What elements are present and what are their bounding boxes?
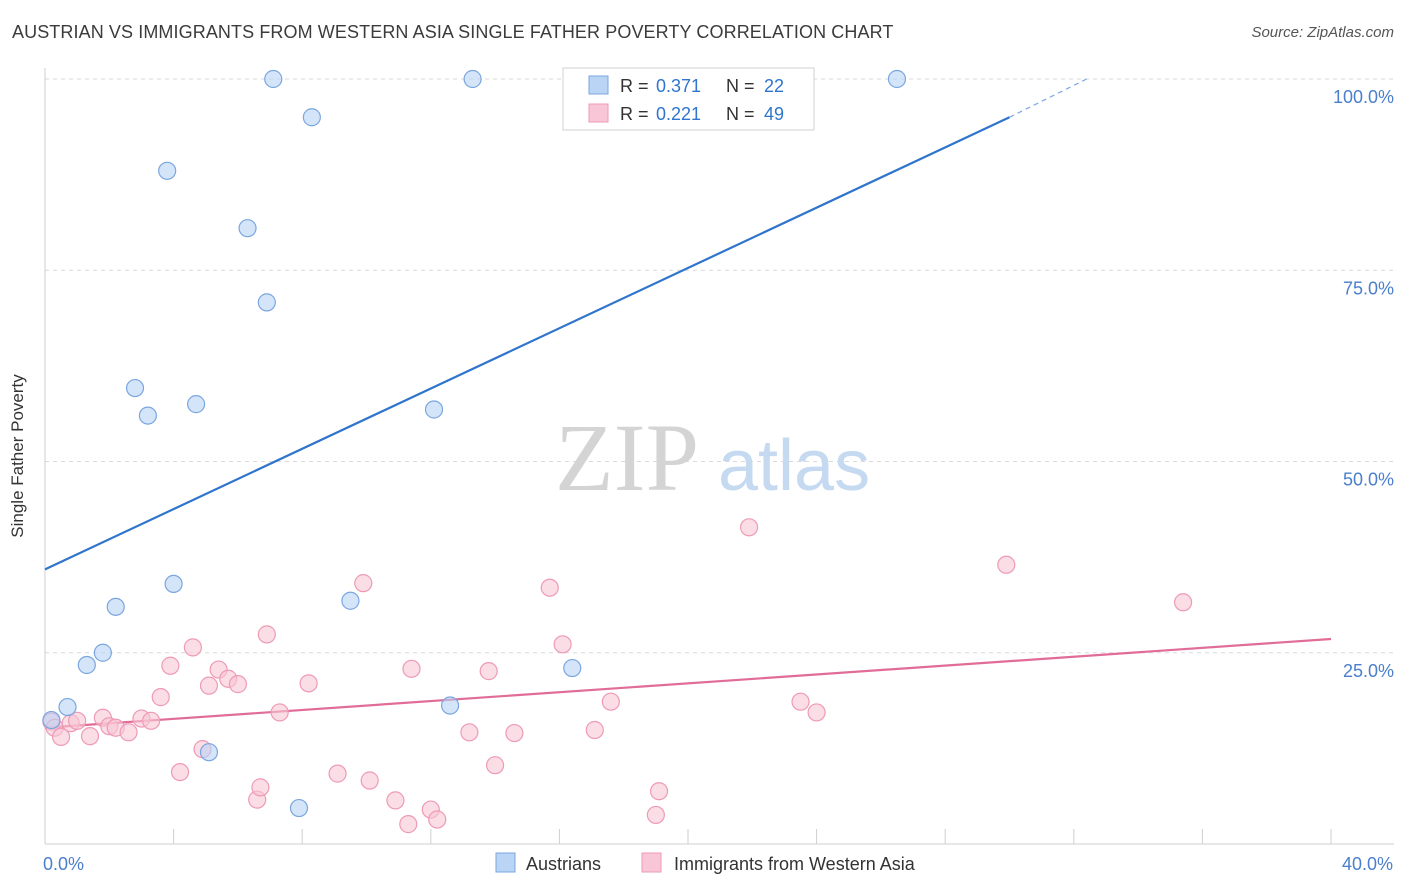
data-point-immigrants xyxy=(251,778,270,797)
series-legend-label-austrians: Austrians xyxy=(526,854,601,874)
legend-swatch-immigrants xyxy=(588,103,609,123)
data-point-immigrants xyxy=(601,692,620,711)
data-point-immigrants xyxy=(228,675,247,694)
data-point-immigrants xyxy=(428,810,447,829)
legend-n-label: N = xyxy=(726,104,755,124)
data-point-austrians xyxy=(58,697,77,717)
data-point-austrians xyxy=(302,108,321,127)
legend-r-label: R = xyxy=(620,104,649,124)
data-point-austrians xyxy=(164,574,183,594)
x-tick-labels: 0.0% 40.0% xyxy=(43,854,1393,874)
data-point-austrians xyxy=(199,743,219,762)
data-point-immigrants xyxy=(257,625,276,644)
legend-r-label: R = xyxy=(620,76,649,96)
watermark-zip: ZIP xyxy=(555,404,699,511)
y-tick-label: 75.0% xyxy=(1343,278,1394,298)
data-point-immigrants xyxy=(328,764,347,783)
data-point-immigrants xyxy=(183,638,202,657)
series-immigrants-points xyxy=(42,518,1193,834)
x-tick-label: 40.0% xyxy=(1342,854,1393,874)
trend-lines xyxy=(44,78,1332,729)
watermark-atlas: atlas xyxy=(718,426,870,506)
data-point-immigrants xyxy=(791,692,810,711)
data-point-austrians xyxy=(440,696,460,715)
data-point-austrians xyxy=(158,161,177,180)
data-point-immigrants xyxy=(270,703,289,722)
data-point-austrians xyxy=(563,658,582,678)
data-point-immigrants xyxy=(505,723,524,743)
data-point-immigrants xyxy=(360,771,379,790)
series-legend: Austrians Immigrants from Western Asia xyxy=(495,852,916,874)
trend-line-austrians-extension xyxy=(1009,78,1087,118)
data-point-immigrants xyxy=(739,518,759,537)
legend-n-value: 22 xyxy=(764,76,784,96)
x-tick-label: 0.0% xyxy=(43,854,84,874)
series-legend-swatch-immigrants xyxy=(641,852,662,873)
data-point-immigrants xyxy=(199,676,219,695)
data-point-immigrants xyxy=(553,635,572,654)
series-austrians-points xyxy=(42,69,907,818)
y-tick-label: 100.0% xyxy=(1333,87,1394,107)
data-point-austrians xyxy=(463,69,482,89)
legend-r-value: 0.221 xyxy=(656,104,701,124)
y-tick-label: 50.0% xyxy=(1343,470,1394,490)
data-point-austrians xyxy=(187,395,206,414)
data-point-austrians xyxy=(238,219,257,238)
trend-line-immigrants xyxy=(44,637,1332,729)
data-point-austrians xyxy=(424,400,444,419)
data-point-austrians xyxy=(289,798,309,818)
data-point-austrians xyxy=(138,406,157,425)
data-point-immigrants xyxy=(354,574,373,593)
y-tick-labels: 25.0% 50.0% 75.0% 100.0% xyxy=(1333,87,1394,681)
y-tick-label: 25.0% xyxy=(1343,661,1394,681)
data-point-immigrants xyxy=(479,662,498,681)
data-point-immigrants xyxy=(649,782,669,801)
data-point-austrians xyxy=(106,597,125,616)
data-point-austrians xyxy=(257,293,276,312)
series-legend-swatch-austrians xyxy=(495,852,516,873)
data-point-immigrants xyxy=(119,723,138,742)
data-point-austrians xyxy=(341,591,360,610)
legend-r-value: 0.371 xyxy=(656,76,701,96)
legend-n-value: 49 xyxy=(764,104,784,124)
data-point-immigrants xyxy=(646,805,665,825)
data-point-immigrants xyxy=(51,727,71,747)
data-point-immigrants xyxy=(585,720,604,740)
series-legend-label-immigrants: Immigrants from Western Asia xyxy=(674,854,916,874)
data-point-austrians xyxy=(264,69,283,89)
data-point-immigrants xyxy=(402,659,421,678)
data-point-immigrants xyxy=(807,703,826,722)
data-point-immigrants xyxy=(161,656,180,675)
trend-line-austrians xyxy=(44,116,1010,571)
gridlines xyxy=(45,78,1394,654)
data-point-austrians xyxy=(125,378,145,398)
data-point-immigrants xyxy=(141,711,161,730)
data-point-immigrants xyxy=(386,791,405,810)
data-point-austrians xyxy=(42,710,61,730)
data-point-austrians xyxy=(887,69,907,89)
data-point-immigrants xyxy=(151,688,170,707)
data-point-immigrants xyxy=(399,815,418,834)
source-credit: Source: ZipAtlas.com xyxy=(1251,24,1394,41)
chart-title: AUSTRIAN VS IMMIGRANTS FROM WESTERN ASIA… xyxy=(12,22,894,42)
data-point-immigrants xyxy=(299,674,318,693)
stats-legend: R = 0.371 N = 22 R = 0.221 N = 49 xyxy=(562,67,815,131)
data-point-immigrants xyxy=(170,762,190,782)
data-point-austrians xyxy=(77,655,96,675)
data-point-immigrants xyxy=(460,723,479,742)
legend-n-label: N = xyxy=(726,76,755,96)
data-point-immigrants xyxy=(997,555,1016,574)
legend-swatch-austrians xyxy=(588,75,609,95)
data-point-austrians xyxy=(93,643,112,662)
data-point-immigrants xyxy=(486,756,505,775)
data-point-immigrants xyxy=(1174,593,1193,612)
data-point-immigrants xyxy=(540,578,559,597)
data-point-immigrants xyxy=(68,711,87,730)
data-point-immigrants xyxy=(80,727,100,746)
